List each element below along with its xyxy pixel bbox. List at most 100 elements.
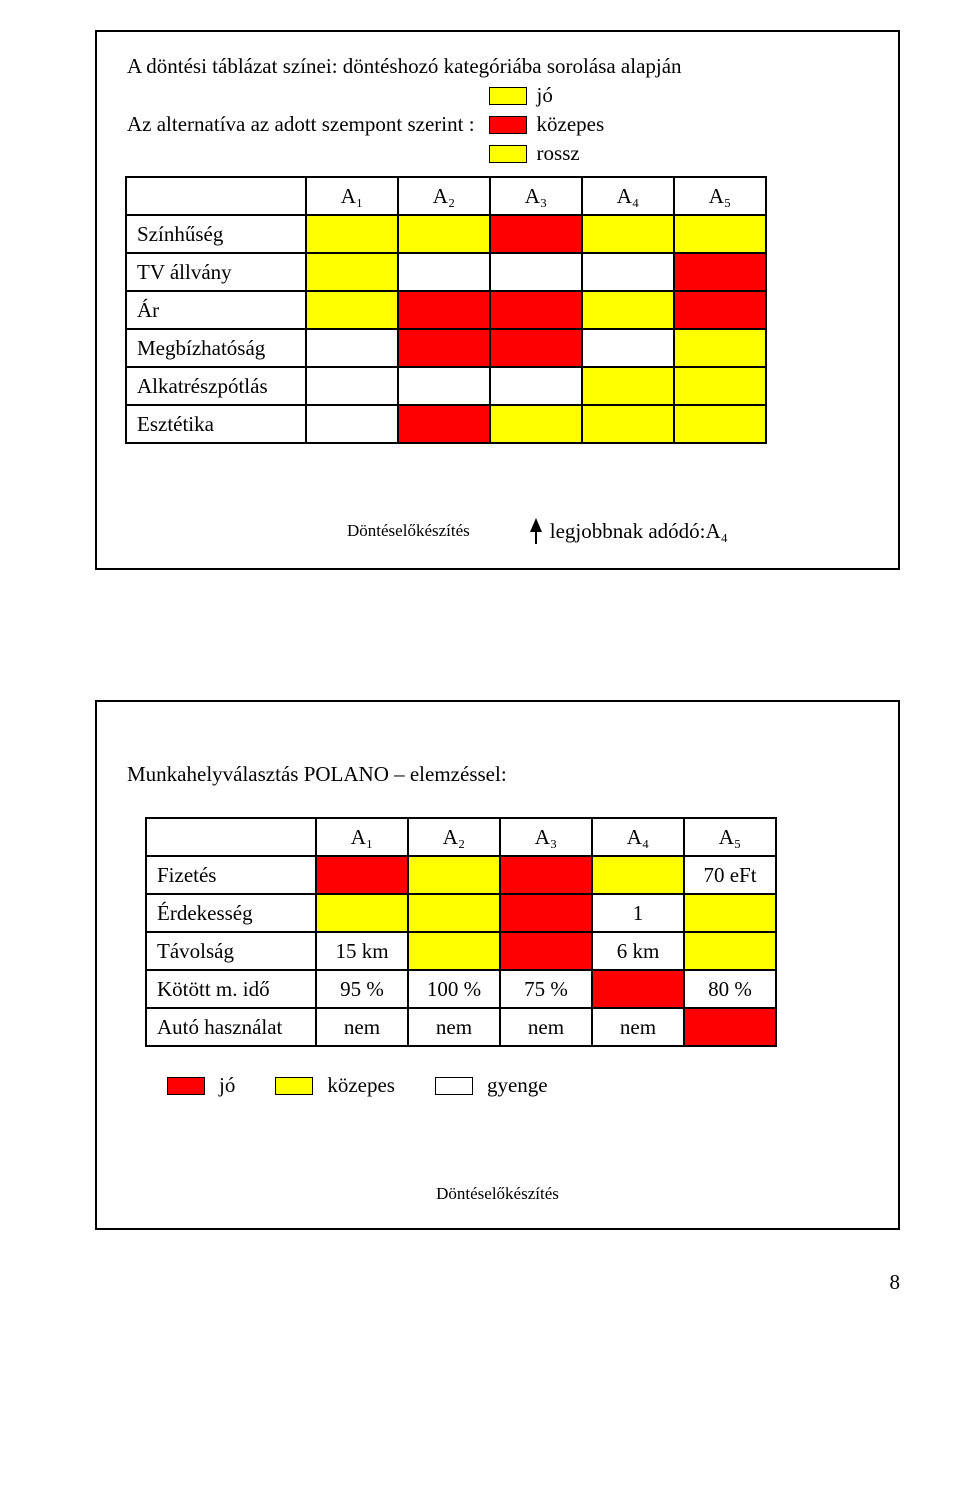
- table1-cell-4-1: [398, 367, 490, 405]
- table2-cell-1-1: [408, 894, 500, 932]
- legend2-item-jo: jó: [167, 1073, 235, 1098]
- table1-cell-2-0: [306, 291, 398, 329]
- table1-cell-3-4: [674, 329, 766, 367]
- table1-cell-4-4: [674, 367, 766, 405]
- table1-cell-0-4: [674, 215, 766, 253]
- table2-cell-4-2: nem: [500, 1008, 592, 1046]
- legend2-label-gyenge: gyenge: [487, 1073, 548, 1098]
- slide1-footer-center: Döntéselőkészítés: [347, 521, 470, 541]
- table2-header-3: A₄: [592, 818, 684, 856]
- legend-item-jo: jó: [489, 83, 605, 108]
- table2-rowlabel-1: Érdekesség: [146, 894, 316, 932]
- table2-corner: [146, 818, 316, 856]
- table1-cell-4-0: [306, 367, 398, 405]
- table2-rowlabel-0: Fizetés: [146, 856, 316, 894]
- table2-cell-4-3: nem: [592, 1008, 684, 1046]
- table2-cell-0-1: [408, 856, 500, 894]
- table1-cell-4-3: [582, 367, 674, 405]
- table2-cell-0-4: 70 eFt: [684, 856, 776, 894]
- page-number: 8: [95, 1230, 900, 1295]
- table2-cell-0-2: [500, 856, 592, 894]
- table2-cell-3-4: 80 %: [684, 970, 776, 1008]
- table1-cell-0-3: [582, 215, 674, 253]
- table1-cell-3-0: [306, 329, 398, 367]
- legend2-item-gyenge: gyenge: [435, 1073, 548, 1098]
- table1-cell-5-4: [674, 405, 766, 443]
- table1-header-4: A₅: [674, 177, 766, 215]
- table2-header-1: A₂: [408, 818, 500, 856]
- table2-cell-4-0: nem: [316, 1008, 408, 1046]
- table2-cell-1-2: [500, 894, 592, 932]
- table1-cell-4-2: [490, 367, 582, 405]
- table1-cell-1-1: [398, 253, 490, 291]
- table2-cell-2-2: [500, 932, 592, 970]
- table1-cell-1-0: [306, 253, 398, 291]
- table1-rowlabel-5: Esztétika: [126, 405, 306, 443]
- legend-label-kozepes: közepes: [537, 112, 605, 137]
- table1-header-2: A₃: [490, 177, 582, 215]
- slide-1-frame: A döntési táblázat színei: döntéshozó ka…: [95, 30, 900, 570]
- table2-header-4: A₅: [684, 818, 776, 856]
- table2-cell-2-3: 6 km: [592, 932, 684, 970]
- swatch2-gyenge: [435, 1077, 473, 1095]
- swatch-kozepes: [489, 116, 527, 134]
- table2-cell-2-4: [684, 932, 776, 970]
- table2-cell-2-0: 15 km: [316, 932, 408, 970]
- legend-label-jo: jó: [537, 83, 553, 108]
- table2-header-0: A₁: [316, 818, 408, 856]
- decision-table-2: A₁A₂A₃A₄A₅Fizetés70 eFtÉrdekesség1Távols…: [145, 817, 777, 1047]
- table1-cell-1-2: [490, 253, 582, 291]
- page: A döntési táblázat színei: döntéshozó ka…: [0, 0, 960, 1335]
- slide1-footer-right-group: legjobbnak adódó:A₄: [530, 518, 728, 544]
- table1-cell-5-1: [398, 405, 490, 443]
- table1-corner: [126, 177, 306, 215]
- swatch2-jo: [167, 1077, 205, 1095]
- table1-cell-3-1: [398, 329, 490, 367]
- arrow-up-icon: [530, 518, 542, 544]
- table1-cell-5-3: [582, 405, 674, 443]
- slide1-line2-prefix: Az alternatíva az adott szempont szerint…: [127, 112, 475, 137]
- table1-rowlabel-4: Alkatrészpótlás: [126, 367, 306, 405]
- slide2-legend: jó közepes gyenge: [167, 1073, 868, 1098]
- table2-cell-1-0: [316, 894, 408, 932]
- legend2-item-kozepes: közepes: [275, 1073, 395, 1098]
- swatch-rossz: [489, 145, 527, 163]
- swatch-jo: [489, 87, 527, 105]
- table1-cell-2-4: [674, 291, 766, 329]
- slide-2-frame: Munkahelyválasztás POLANO – elemzéssel: …: [95, 700, 900, 1230]
- slide2-footer: Döntéselőkészítés: [97, 1184, 898, 1204]
- swatch2-kozepes: [275, 1077, 313, 1095]
- table1-header-1: A₂: [398, 177, 490, 215]
- table1-header-0: A₁: [306, 177, 398, 215]
- table1-rowlabel-1: TV állvány: [126, 253, 306, 291]
- legend-item-rossz: rossz: [489, 141, 605, 166]
- slide1-best-label: legjobbnak adódó:A₄: [550, 519, 728, 544]
- table1-cell-5-0: [306, 405, 398, 443]
- table2-cell-0-3: [592, 856, 684, 894]
- table1-cell-5-2: [490, 405, 582, 443]
- table1-rowlabel-3: Megbízhatóság: [126, 329, 306, 367]
- table1-cell-3-3: [582, 329, 674, 367]
- table2-cell-3-1: 100 %: [408, 970, 500, 1008]
- slide1-line1: A döntési táblázat színei: döntéshozó ka…: [127, 54, 868, 79]
- legend-item-kozepes: közepes: [489, 112, 605, 137]
- table1-cell-2-3: [582, 291, 674, 329]
- table2-rowlabel-3: Kötött m. idő: [146, 970, 316, 1008]
- table2-cell-4-4: [684, 1008, 776, 1046]
- table1-cell-0-0: [306, 215, 398, 253]
- slide1-line2: Az alternatíva az adott szempont szerint…: [127, 83, 868, 166]
- legend2-label-jo: jó: [219, 1073, 235, 1098]
- table1-cell-1-4: [674, 253, 766, 291]
- slide1-footer: Döntéselőkészítés legjobbnak adódó:A₄: [97, 518, 898, 544]
- slide1-legend: jó közepes rossz: [489, 83, 605, 166]
- table2-rowlabel-4: Autó használat: [146, 1008, 316, 1046]
- table1-cell-1-3: [582, 253, 674, 291]
- decision-table-1: A₁A₂A₃A₄A₅SzínhűségTV állványÁrMegbízhat…: [125, 176, 767, 444]
- table2-rowlabel-2: Távolság: [146, 932, 316, 970]
- table1-cell-2-2: [490, 291, 582, 329]
- table1-cell-3-2: [490, 329, 582, 367]
- table2-cell-3-0: 95 %: [316, 970, 408, 1008]
- table2-cell-3-2: 75 %: [500, 970, 592, 1008]
- table2-cell-1-3: 1: [592, 894, 684, 932]
- table2-cell-3-3: [592, 970, 684, 1008]
